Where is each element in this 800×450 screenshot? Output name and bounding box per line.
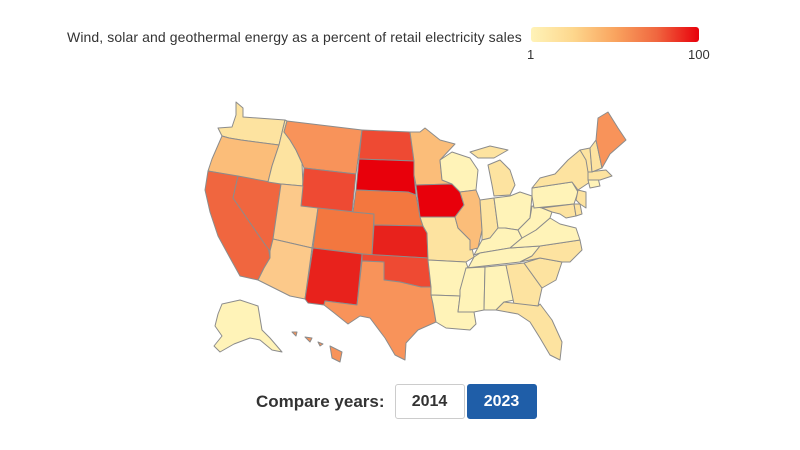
state-wy[interactable] (300, 167, 357, 214)
state-nd[interactable] (358, 129, 415, 162)
state-me[interactable] (595, 111, 627, 169)
state-nc[interactable] (519, 239, 583, 263)
legend-title: Wind, solar and geothermal energy as a p… (67, 29, 522, 45)
state-hi[interactable] (291, 331, 343, 363)
state-il[interactable] (454, 189, 483, 251)
legend-color-scale (531, 27, 699, 42)
state-ak[interactable] (213, 299, 283, 353)
state-ma[interactable] (587, 169, 613, 181)
state-ny[interactable] (531, 149, 591, 191)
state-ga[interactable] (505, 262, 543, 307)
state-de[interactable] (573, 203, 583, 217)
legend-min-label: 1 (527, 47, 535, 62)
legend-max-label: 100 (688, 47, 710, 62)
state-tx[interactable] (323, 260, 437, 361)
state-fl[interactable] (495, 301, 563, 361)
state-ks[interactable] (371, 224, 429, 259)
year-2014-button[interactable]: 2014 (394, 384, 465, 419)
state-mi[interactable] (469, 145, 516, 197)
state-vt[interactable] (579, 147, 593, 173)
state-nj[interactable] (575, 189, 587, 209)
year-compare-controls: Compare years: 2014 2023 (256, 384, 539, 419)
state-co[interactable] (312, 207, 375, 256)
state-az[interactable] (257, 238, 313, 300)
state-nm[interactable] (304, 247, 363, 306)
year-2023-button[interactable]: 2023 (466, 384, 537, 419)
compare-years-label: Compare years: (256, 391, 385, 411)
state-sd[interactable] (355, 158, 417, 196)
